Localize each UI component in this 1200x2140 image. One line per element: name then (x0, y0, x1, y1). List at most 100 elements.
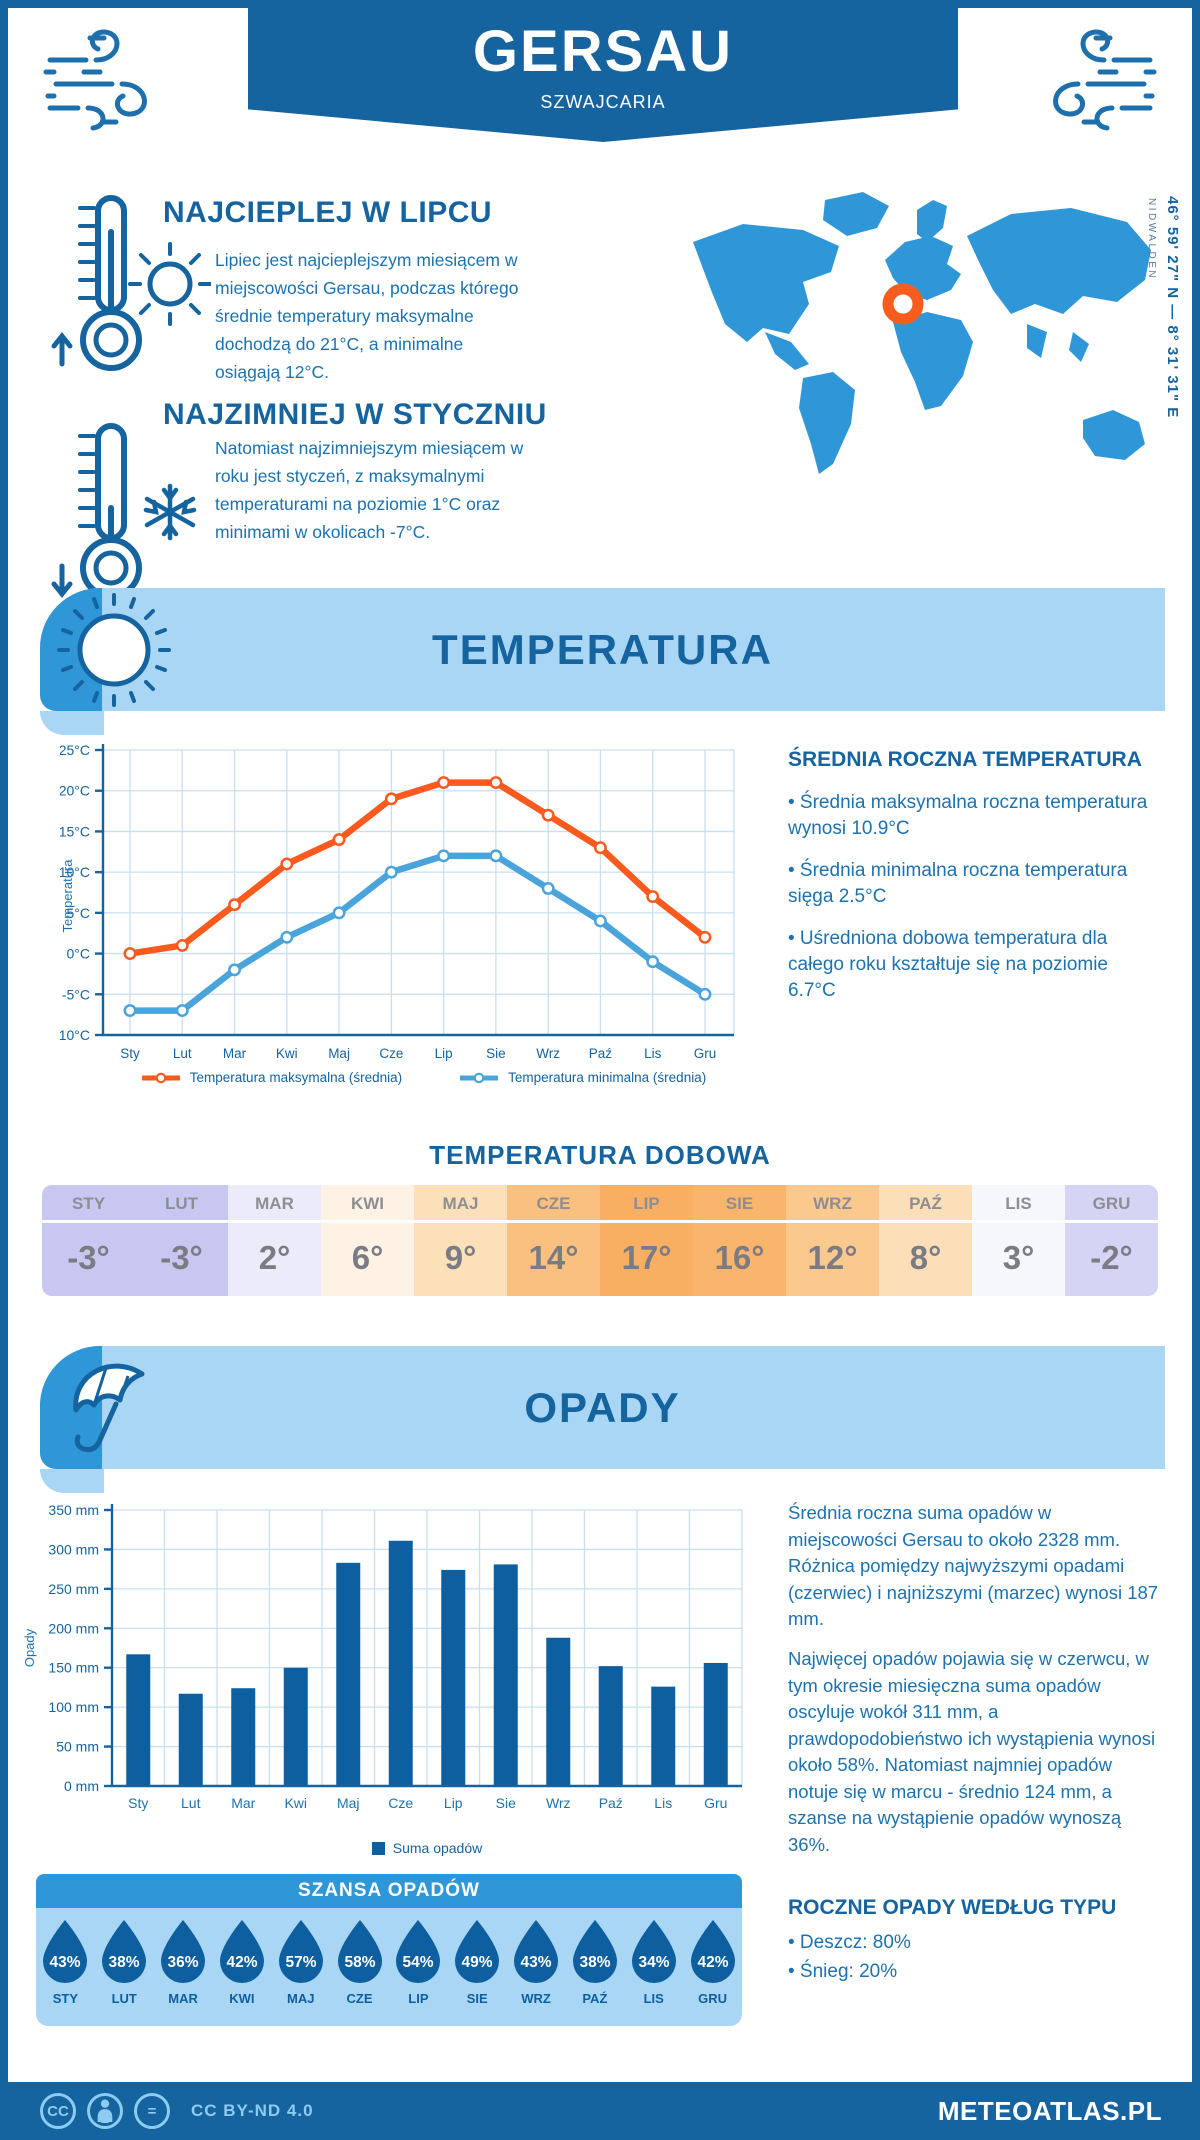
annual-bullet: • Uśredniona dobowa temperatura dla całe… (788, 928, 1109, 1001)
svg-text:200 mm: 200 mm (48, 1620, 99, 1636)
bar-Lip (441, 1569, 466, 1786)
chance-droplet: 43% WRZ (507, 1918, 566, 2026)
table-temperature-value: 2° (258, 1239, 291, 1276)
bar-Mar (231, 1688, 256, 1786)
legend-label: Temperatura minimalna (średnia) (508, 1070, 707, 1085)
map-coordinates: 46° 59' 27" N — 8° 31' 31" E (1164, 196, 1181, 419)
precipitation-paragraph-2: Najwięcej opadów pojawia się w czerwcu, … (788, 1648, 1156, 1855)
map-region: NIDWALDEN (1146, 198, 1157, 281)
svg-text:Gru: Gru (704, 1795, 727, 1811)
warm-section-text: Lipiec jest najcieplejszym miesiącem w m… (215, 250, 519, 382)
chance-month-label: LIS (643, 1991, 664, 2006)
wind-icon (43, 29, 147, 131)
bar-Lis (651, 1686, 676, 1786)
svg-text:49%: 49% (462, 1954, 493, 1971)
table-month-header: CZE (507, 1185, 600, 1223)
page-title: GERSAU (472, 19, 734, 84)
svg-text:250 mm: 250 mm (48, 1581, 99, 1597)
bar-Cze (388, 1540, 413, 1786)
chance-droplet: 38% LUT (95, 1918, 154, 2026)
cc-attribution-icon (87, 2093, 123, 2129)
table-month-header: KWI (321, 1185, 414, 1223)
svg-text:Sty: Sty (120, 1046, 140, 1061)
location-marker (882, 283, 924, 325)
license-group: CC = CC BY-ND 4.0 (40, 2082, 314, 2140)
license-label: CC BY-ND 4.0 (191, 2101, 314, 2120)
table-temperature-value: -2° (1090, 1239, 1133, 1276)
chance-droplet: 36% MAR (154, 1918, 213, 2026)
thermometer-sun-icon (51, 195, 211, 371)
svg-text:36%: 36% (168, 1954, 199, 1971)
svg-text:42%: 42% (697, 1954, 728, 1971)
table-column: WRZ 12° (786, 1185, 879, 1296)
table-column: PAŹ 8° (879, 1185, 972, 1296)
precipitation-chance-header: SZANSA OPADÓW (36, 1874, 742, 1908)
chance-month-label: LUT (111, 1991, 137, 2006)
chance-droplet: 42% KWI (212, 1918, 271, 2026)
table-month-header: STY (42, 1185, 135, 1223)
table-column: GRU -2° (1065, 1185, 1158, 1296)
svg-text:Lut: Lut (173, 1046, 192, 1061)
svg-text:43%: 43% (521, 1954, 552, 1971)
table-temperature-value: 14° (528, 1239, 579, 1276)
table-temperature-value: 16° (714, 1239, 765, 1276)
svg-text:54%: 54% (403, 1954, 434, 1971)
chance-month-label: SIE (466, 1991, 488, 2006)
annual-bullet: • Średnia minimalna roczna temperatura s… (788, 860, 1128, 907)
svg-text:100 mm: 100 mm (48, 1699, 99, 1715)
thermometer-snowflake-icon (51, 423, 197, 599)
legend-item: Temperatura maksymalna (średnia) (140, 1070, 402, 1085)
precipitation-section-title: OPADY (524, 1384, 681, 1431)
svg-text:Wrz: Wrz (536, 1046, 560, 1061)
chance-droplet: 49% SIE (448, 1918, 507, 2026)
table-column: LUT -3° (135, 1185, 228, 1296)
svg-text:20°C: 20°C (60, 783, 90, 799)
svg-text:15°C: 15°C (60, 823, 90, 839)
svg-text:Maj: Maj (328, 1046, 350, 1061)
svg-text:Kwi: Kwi (284, 1795, 307, 1811)
chance-month-label: STY (52, 1991, 79, 2006)
bar-chart-legend: Suma opadów (112, 1840, 742, 1856)
table-column: LIP 17° (600, 1185, 693, 1296)
svg-text:Temperatura: Temperatura (60, 859, 75, 933)
annual-temperature-title: ŚREDNIA ROCZNA TEMPERATURA (788, 748, 1142, 771)
svg-text:Cze: Cze (388, 1795, 413, 1811)
cold-section-text: Natomiast najzimniejszym miesiącem w rok… (215, 438, 524, 542)
wind-icon (1053, 29, 1157, 131)
svg-text:0 mm: 0 mm (64, 1778, 99, 1794)
site-name: METEOATLAS.PL (937, 2096, 1162, 2126)
table-month-header: MAR (228, 1185, 321, 1223)
table-temperature-value: 9° (444, 1239, 477, 1276)
table-column: MAJ 9° (414, 1185, 507, 1296)
precipitation-type-bullets: • Deszcz: 80% • Śnieg: 20% (788, 1928, 911, 1986)
svg-text:42%: 42% (226, 1954, 257, 1971)
chance-droplet: 57% MAJ (271, 1918, 330, 2026)
svg-text:Lis: Lis (654, 1795, 672, 1811)
table-month-header: PAŹ (879, 1185, 972, 1223)
bar-Lut (178, 1693, 203, 1786)
svg-text:50 mm: 50 mm (56, 1739, 99, 1755)
svg-text:Lip: Lip (435, 1046, 453, 1061)
svg-text:43%: 43% (50, 1954, 81, 1971)
annual-bullet: • Średnia maksymalna roczna temperatura … (788, 792, 1148, 839)
table-temperature-value: 3° (1002, 1239, 1035, 1276)
svg-text:Paź: Paź (599, 1795, 623, 1811)
bar-Paź (598, 1666, 623, 1786)
type-bullet: • Śnieg: 20% (788, 1961, 898, 1982)
chance-month-label: MAR (168, 1991, 198, 2006)
daily-temperature-title: TEMPERATURA DOBOWA (429, 1140, 771, 1170)
header-banner: GERSAU SZWAJCARIA (248, 0, 958, 142)
bar-Wrz (546, 1637, 571, 1786)
svg-text:Lip: Lip (444, 1795, 463, 1811)
temperature-section-title: TEMPERATURA (432, 626, 773, 673)
bar-Gru (703, 1662, 728, 1786)
bar-Sie (493, 1564, 518, 1786)
chance-droplet: 38% PAŹ (565, 1918, 624, 2026)
svg-text:-10°C: -10°C (60, 1027, 90, 1043)
chance-droplet: 58% CZE (330, 1918, 389, 2026)
table-temperature-value: -3° (160, 1239, 203, 1276)
table-column: LIS 3° (972, 1185, 1065, 1296)
svg-text:38%: 38% (109, 1954, 140, 1971)
svg-text:58%: 58% (344, 1954, 375, 1971)
cc-nd-icon: = (134, 2093, 170, 2129)
